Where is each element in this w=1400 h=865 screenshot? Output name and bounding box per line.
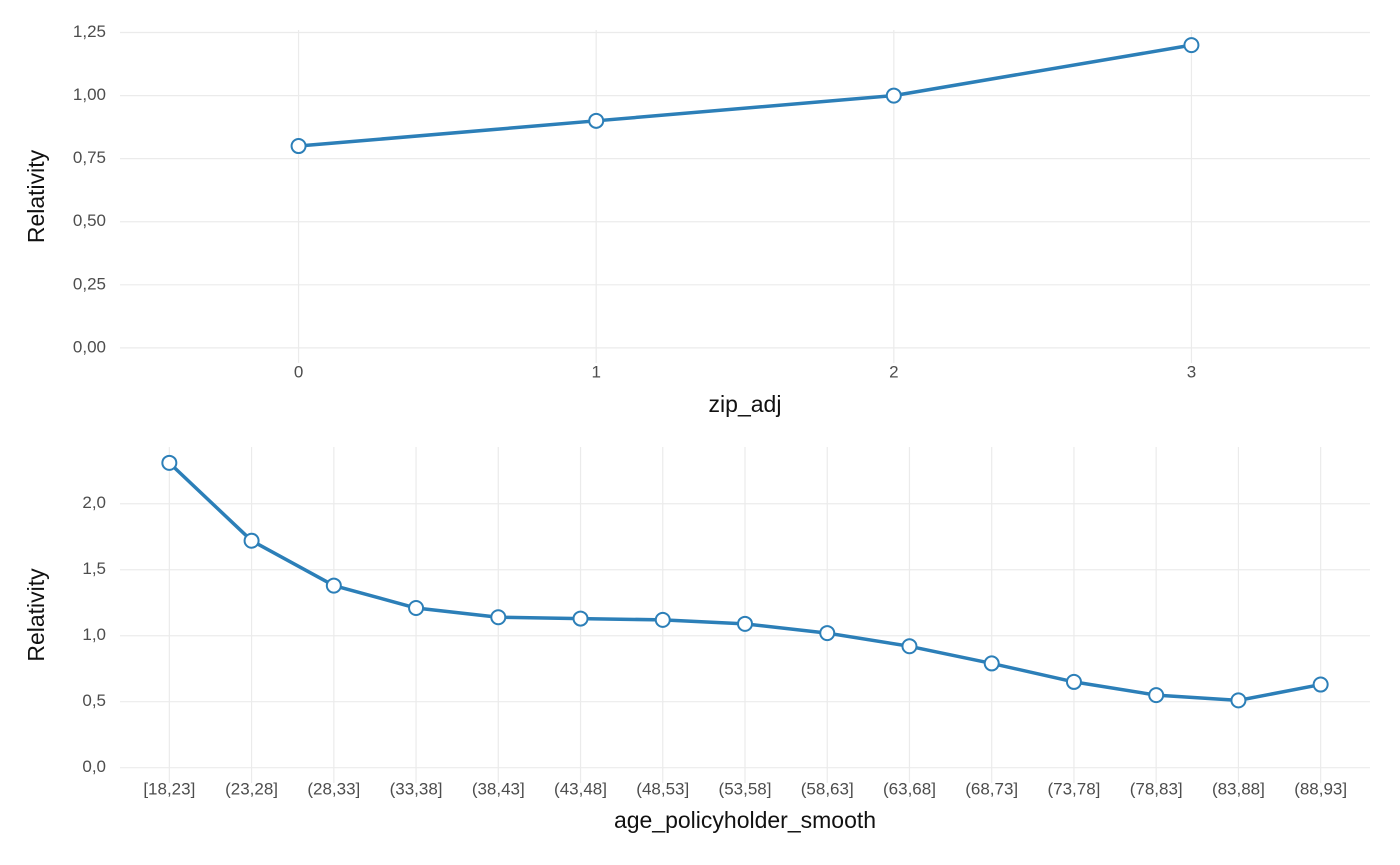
- line: [298, 43, 1192, 148]
- x-tick-label: (58,63]: [801, 779, 854, 798]
- x-tick-label: (83,88]: [1212, 779, 1265, 798]
- x-tick-label: 1: [591, 362, 600, 381]
- x-tick-label: (28,33]: [307, 779, 360, 798]
- y-tick-label: 0,50: [73, 211, 106, 230]
- y-tick-label: 0,00: [73, 337, 106, 356]
- point: [243, 532, 260, 549]
- point: [325, 577, 342, 594]
- point: [654, 611, 671, 628]
- y-tick-label: 0,0: [82, 757, 106, 776]
- point: [1230, 692, 1247, 709]
- x-tick-label: (48,53]: [636, 779, 689, 798]
- x-tick-label: (78,83]: [1130, 779, 1183, 798]
- point: [983, 655, 1000, 672]
- point: [1065, 673, 1082, 690]
- point: [588, 112, 605, 129]
- x-tick-label: (68,73]: [965, 779, 1018, 798]
- x-tick-label: (88,93]: [1294, 779, 1347, 798]
- point: [819, 625, 836, 642]
- point: [1312, 676, 1329, 693]
- point: [737, 615, 753, 632]
- x-tick-label: (53,58]: [719, 779, 772, 798]
- x-tick-label: [18,23]: [143, 779, 195, 798]
- x-tick-label: (23,28]: [225, 779, 278, 798]
- y-axis-title: Relativity: [23, 568, 49, 662]
- x-axis-title: zip_adj: [709, 391, 782, 417]
- y-tick-label: 0,25: [73, 274, 106, 293]
- x-axis-title: age_policyholder_smooth: [614, 807, 876, 833]
- point: [1148, 687, 1165, 704]
- y-tick-label: 1,25: [73, 22, 106, 41]
- x-tick-label: 0: [294, 362, 303, 381]
- x-tick-label: (38,43]: [472, 779, 525, 798]
- point: [490, 609, 507, 626]
- point: [885, 87, 902, 104]
- point: [901, 638, 918, 655]
- point: [572, 610, 589, 627]
- x-tick-label: (33,38]: [390, 779, 443, 798]
- y-tick-label: 0,5: [82, 691, 106, 710]
- y-tick-label: 1,0: [82, 625, 106, 644]
- y-tick-label: 1,00: [73, 85, 106, 104]
- x-tick-label: 2: [889, 362, 898, 381]
- y-tick-label: 1,5: [82, 559, 106, 578]
- x-tick-label: (73,78]: [1047, 779, 1100, 798]
- y-axis-title: Relativity: [23, 149, 49, 243]
- point: [1183, 37, 1200, 54]
- point: [290, 138, 307, 155]
- x-tick-label: 3: [1187, 362, 1196, 381]
- point: [161, 454, 178, 471]
- x-tick-label: (63,68]: [883, 779, 936, 798]
- y-tick-label: 2,0: [82, 493, 106, 512]
- x-tick-label: (43,48]: [554, 779, 607, 798]
- point: [408, 600, 425, 617]
- y-tick-label: 0,75: [73, 148, 106, 167]
